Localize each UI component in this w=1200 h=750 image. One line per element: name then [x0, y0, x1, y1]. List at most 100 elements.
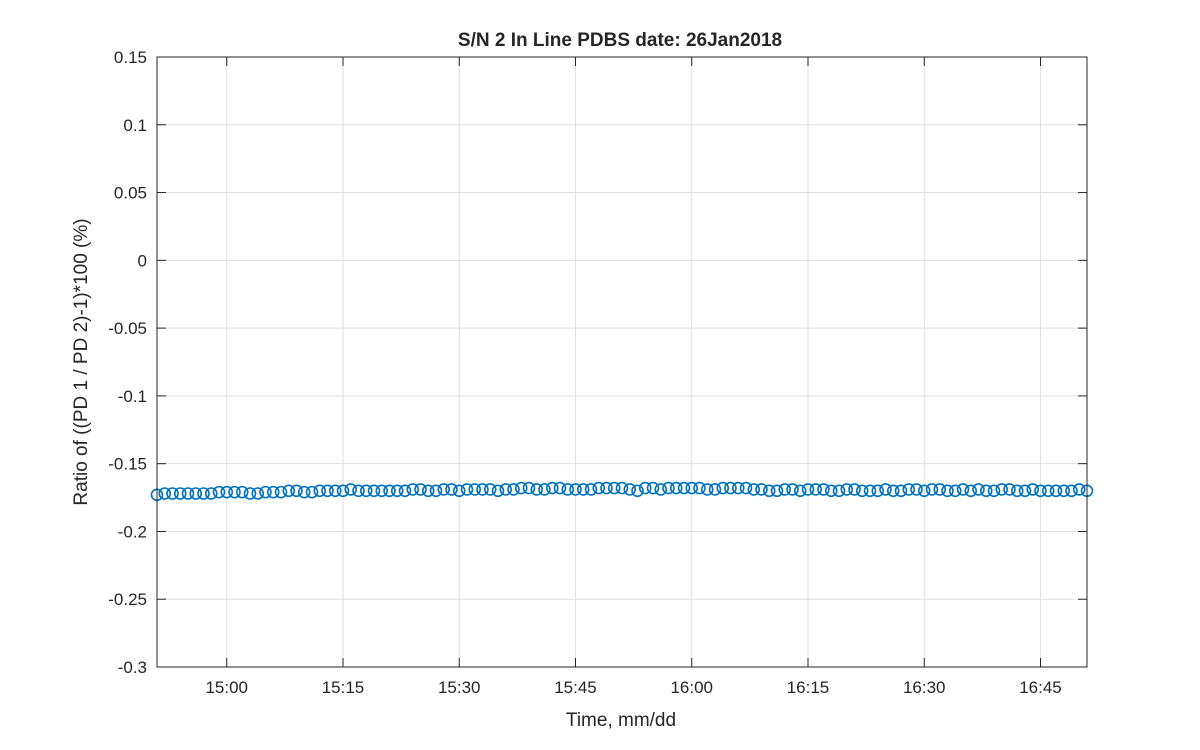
data-point	[561, 483, 575, 496]
data-point	[716, 481, 730, 495]
data-point	[483, 483, 497, 496]
data-point	[793, 484, 807, 498]
data-point	[894, 484, 908, 498]
y-tick-label: 0.15	[114, 48, 147, 67]
data-point	[499, 483, 513, 496]
data-point	[879, 483, 892, 496]
data-point	[824, 484, 838, 498]
data-point	[507, 483, 520, 496]
data-point	[708, 483, 722, 496]
data-point	[685, 481, 699, 495]
x-tick-label: 15:45	[554, 678, 597, 697]
data-point	[429, 484, 443, 498]
data-point	[964, 484, 978, 498]
data-point	[313, 484, 327, 498]
data-point	[398, 484, 412, 498]
data-point	[786, 483, 799, 496]
data-point	[359, 484, 373, 498]
data-point	[576, 483, 590, 496]
data-point	[801, 483, 815, 496]
data-point	[460, 483, 474, 496]
data-point	[1010, 484, 1024, 498]
data-point	[840, 483, 854, 496]
data-point	[925, 483, 939, 496]
data-point	[863, 484, 877, 498]
x-tick-label: 16:00	[670, 678, 713, 697]
data-point	[235, 485, 249, 499]
data-point	[297, 485, 311, 499]
y-tick-label: -0.05	[108, 319, 147, 338]
data-point	[615, 481, 629, 495]
data-point	[158, 487, 172, 500]
data-point	[181, 487, 195, 500]
data-point	[607, 481, 621, 495]
data-point	[631, 484, 644, 498]
data-point	[724, 481, 737, 495]
y-tick-label: -0.2	[118, 522, 147, 541]
y-axis-label: Ratio of ((PD 1 / PD 2)-1)*100 (%)	[71, 218, 92, 505]
data-point	[592, 481, 606, 495]
y-tick-label: -0.1	[118, 387, 147, 406]
data-point	[638, 481, 652, 495]
data-point	[173, 487, 187, 500]
data-point	[739, 481, 753, 495]
data-point	[212, 485, 226, 499]
y-tick-label: 0	[138, 251, 147, 270]
data-point	[328, 484, 342, 498]
data-point	[383, 484, 396, 498]
data-point	[290, 484, 303, 498]
data-point	[414, 483, 427, 496]
series-layer	[150, 481, 1094, 502]
data-point	[886, 484, 900, 498]
data-point	[979, 484, 993, 498]
data-point	[762, 484, 776, 498]
data-point	[848, 483, 861, 496]
data-point	[189, 487, 203, 500]
data-point	[770, 484, 784, 498]
data-point	[1034, 484, 1047, 498]
data-point	[941, 484, 954, 498]
data-point	[1072, 483, 1086, 496]
data-point	[538, 483, 551, 496]
data-point	[406, 483, 420, 496]
data-point	[600, 481, 613, 495]
x-tick-label: 15:15	[322, 678, 365, 697]
x-tick-label: 15:00	[205, 678, 248, 697]
data-point	[654, 483, 668, 496]
data-point	[344, 483, 358, 496]
data-point	[747, 483, 761, 496]
data-point	[569, 483, 582, 496]
data-point	[1026, 483, 1040, 496]
data-point	[1057, 484, 1071, 498]
data-point	[1065, 484, 1078, 498]
data-point	[553, 481, 567, 495]
data-point	[817, 483, 830, 496]
y-tick-label: -0.15	[108, 455, 147, 474]
data-point	[933, 483, 947, 496]
data-point	[251, 487, 265, 500]
data-point	[204, 487, 218, 500]
data-point	[445, 483, 458, 496]
data-point	[336, 484, 350, 498]
data-point	[987, 484, 1001, 498]
data-point	[259, 485, 272, 499]
data-point	[514, 481, 528, 495]
data-point	[452, 484, 466, 498]
data-point	[197, 487, 210, 500]
data-point	[390, 484, 404, 498]
data-point	[305, 485, 319, 499]
tick-layer: 15:00 15:15 15:30 15:45 16:00 16:15 16:30 16:45…	[108, 48, 1087, 697]
y-tick-label: -0.3	[118, 658, 147, 677]
data-point	[166, 487, 179, 500]
data-point	[243, 487, 257, 500]
y-tick-label: -0.25	[108, 590, 147, 609]
data-point	[375, 484, 389, 498]
data-point	[220, 485, 234, 499]
data-point	[468, 483, 482, 496]
data-point	[421, 484, 435, 498]
data-point	[693, 481, 706, 495]
data-point	[437, 483, 451, 496]
data-point	[367, 484, 381, 498]
data-point	[755, 483, 768, 496]
data-point	[1003, 483, 1016, 496]
